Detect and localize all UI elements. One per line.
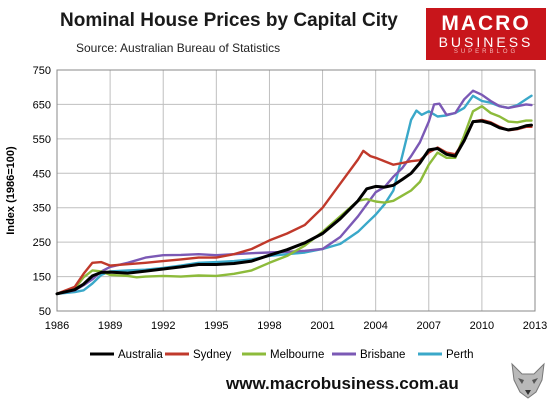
y-tick-label: 350 [33,203,51,215]
y-tick-label: 750 [33,65,51,77]
legend-label-australia: Australia [118,349,163,361]
plot-border [56,69,536,312]
logo-line-2: BUSINESS [438,34,534,50]
chart-title: Nominal House Prices by Capital City [60,10,398,31]
macrobusiness-logo: MACRO BUSINESS SUPERBLOG [426,8,546,60]
y-tick-label: 650 [33,99,51,111]
legend-label-brisbane: Brisbane [360,349,405,361]
series-line-perth [55,94,533,295]
x-tick-label: 1998 [257,320,281,332]
y-tick-label: 150 [33,272,51,284]
y-tick-label: 550 [33,134,51,146]
series-line-australia [55,119,533,296]
series-line-brisbane [55,89,533,295]
x-tick-label: 2004 [363,320,387,332]
x-tick-label: 1986 [45,320,69,332]
footer-url: www.macrobusiness.com.au [226,374,459,393]
wolf-logo-icon [511,362,545,399]
x-tick-label: 1989 [98,320,122,332]
legend-label-sydney: Sydney [193,349,232,361]
legend-label-melbourne: Melbourne [270,349,324,361]
y-tick-label: 250 [33,237,51,249]
y-tick-label: 50 [39,306,51,318]
x-tick-label: 2001 [310,320,334,332]
y-axis-label: Index (1986=100) [5,146,17,235]
chart-source: Source: Australian Bureau of Statistics [76,41,281,55]
logo-line-3: SUPERBLOG [453,49,519,55]
x-tick-label: 2013 [523,320,547,332]
legend-label-perth: Perth [446,349,474,361]
x-tick-label: 1995 [204,320,228,332]
x-tick-label: 1992 [151,320,175,332]
x-tick-label: 2010 [470,320,494,332]
y-tick-label: 450 [33,168,51,180]
x-tick-label: 2007 [417,320,441,332]
logo-line-1: MACRO [441,12,531,35]
